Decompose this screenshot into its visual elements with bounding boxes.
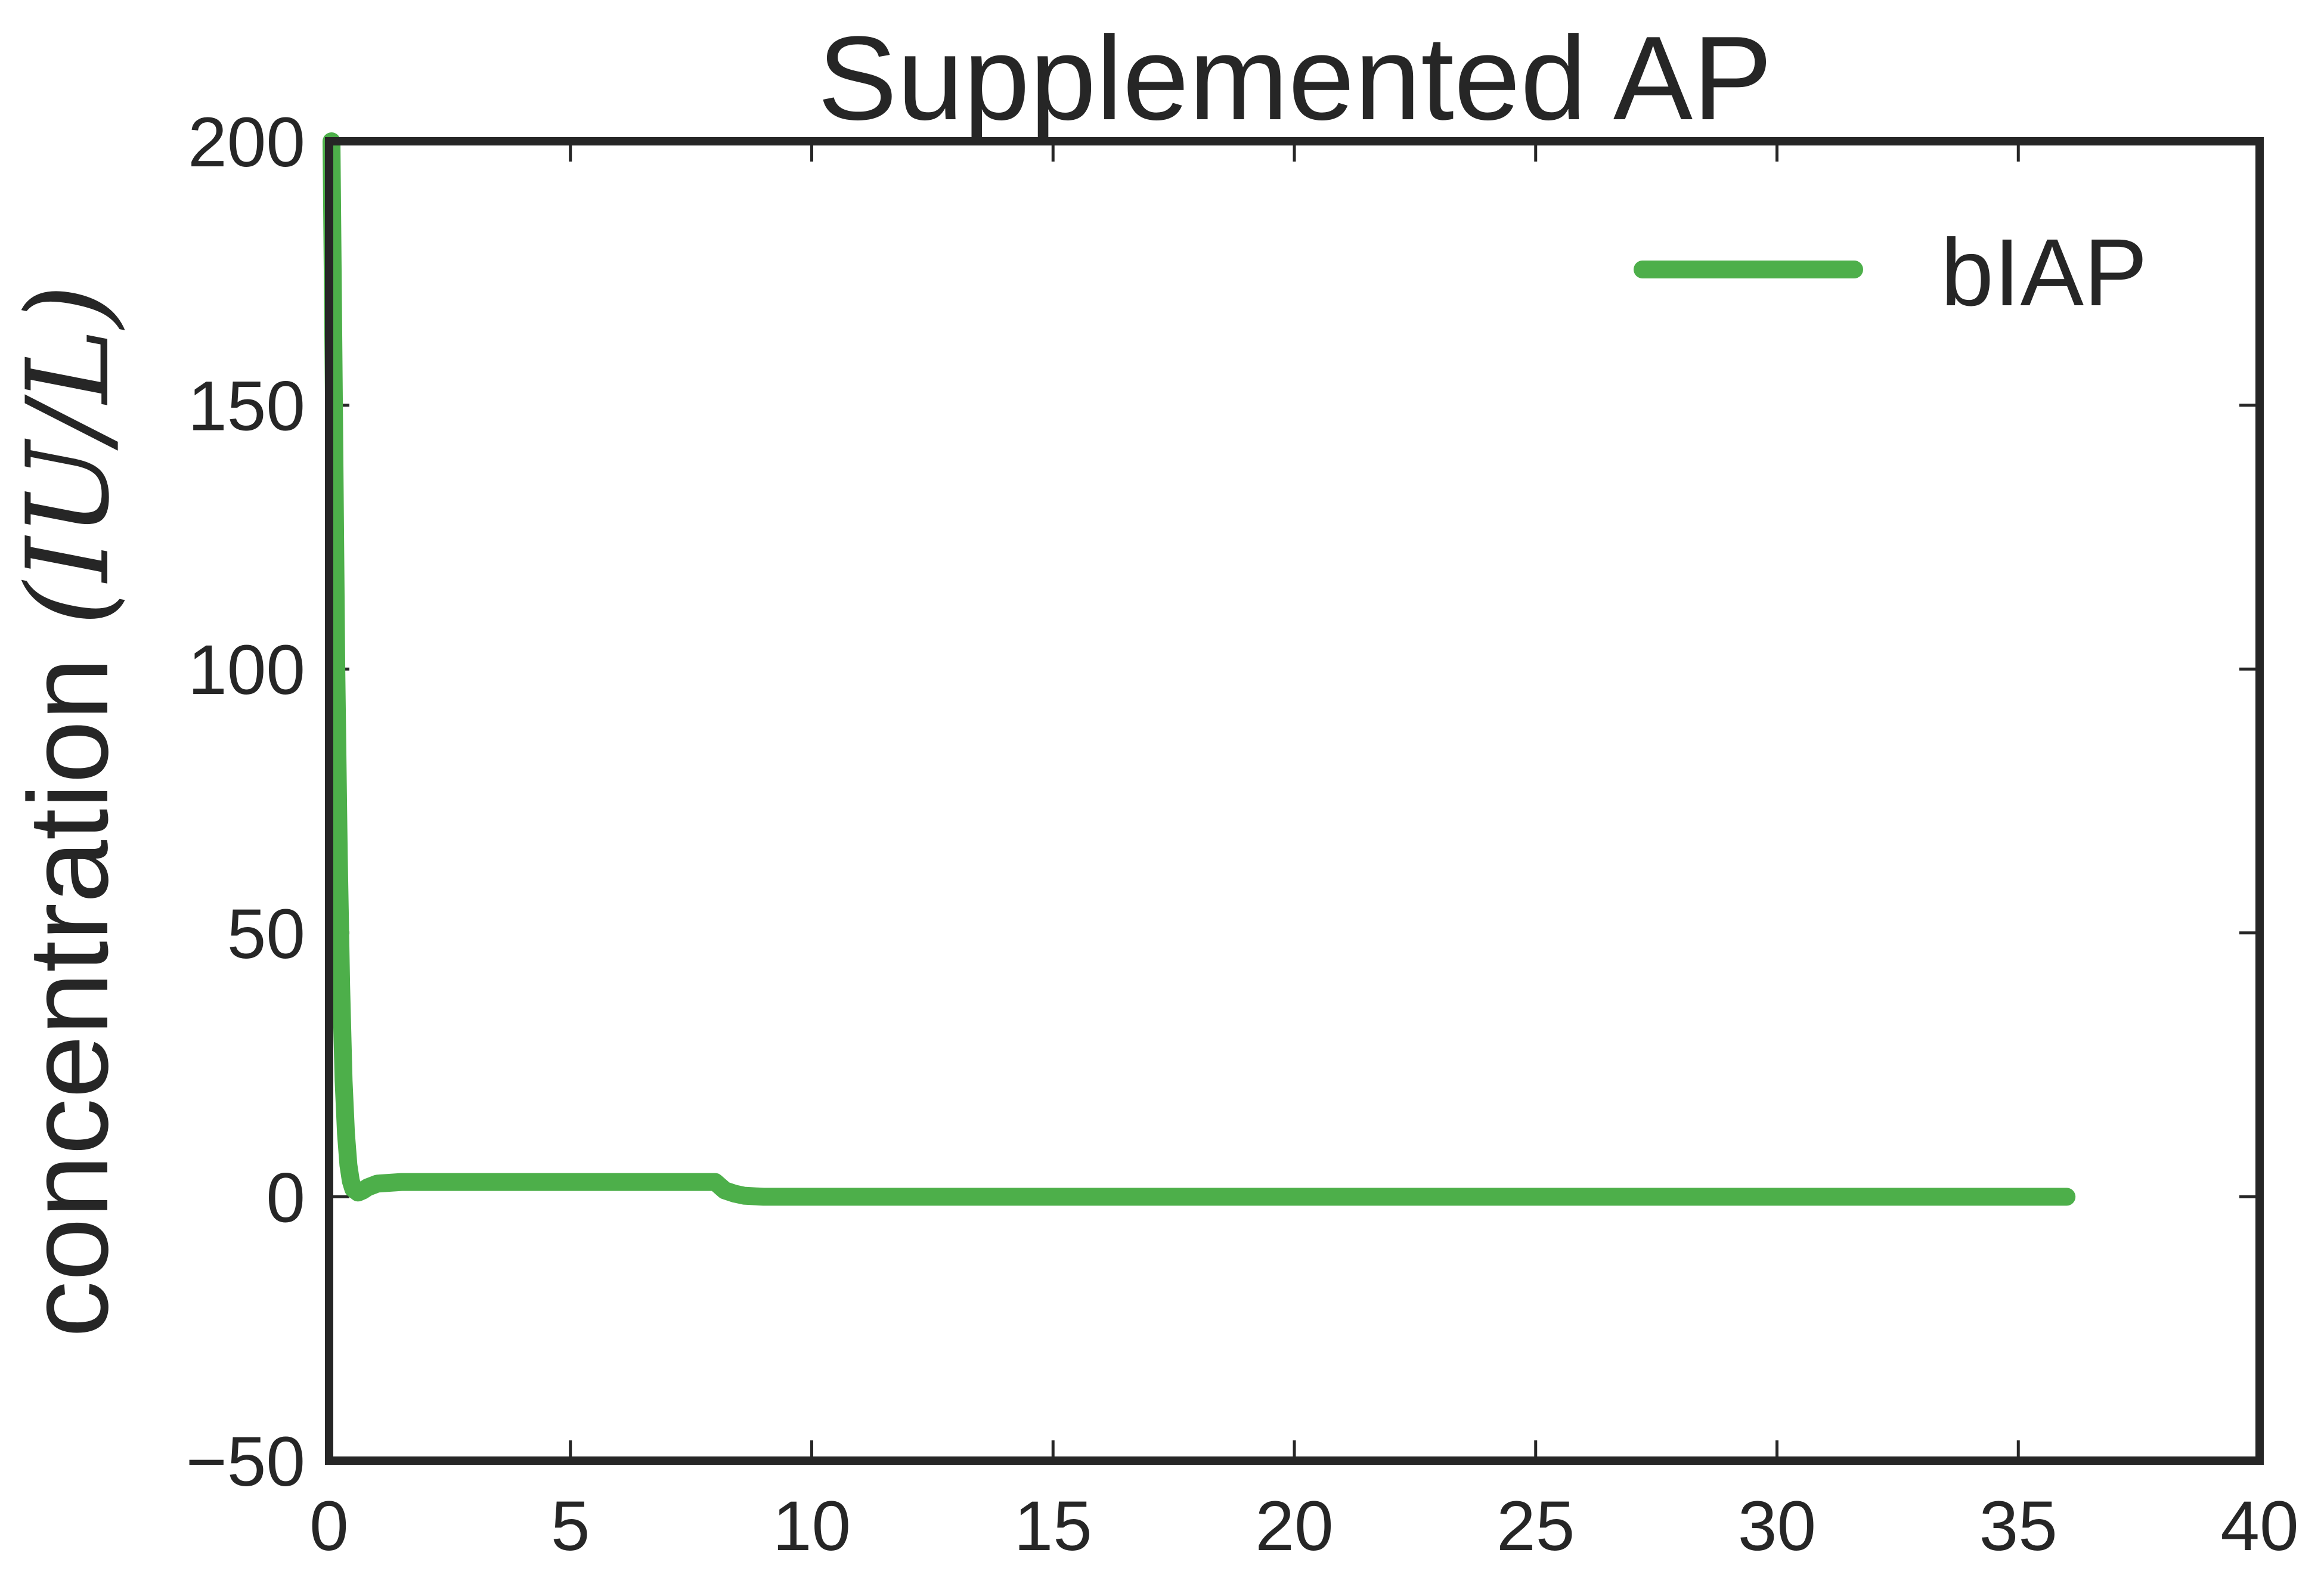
- x-tick-label: 0: [309, 1487, 349, 1566]
- x-tick-label: 20: [1255, 1487, 1333, 1566]
- plot-frame: [325, 137, 2264, 1465]
- x-tick-label: 5: [551, 1487, 590, 1566]
- legend-label-biap: bIAP: [1941, 219, 2148, 326]
- x-tick-label: 25: [1496, 1487, 1575, 1566]
- y-tick-label: 100: [188, 631, 305, 709]
- x-tick-label: 30: [1738, 1487, 1816, 1566]
- y-tick-label: 150: [188, 367, 305, 446]
- series-line-biap: [323, 132, 2076, 1206]
- y-tick-label: 200: [188, 103, 305, 182]
- y-tick-label: −50: [186, 1422, 305, 1501]
- x-tick-label: 15: [1014, 1487, 1092, 1566]
- axis-ticks: [327, 140, 2261, 1462]
- plot-series: [323, 132, 2076, 1206]
- x-tick-label: 40: [2220, 1487, 2298, 1566]
- legend: bIAP: [1634, 219, 2148, 326]
- y-tick-label: 0: [266, 1158, 305, 1237]
- y-axis-label: concentration (IU/L): [2, 284, 134, 1337]
- y-axis-label-text: concentration: [5, 626, 132, 1338]
- y-axis-label-units: (IU/L): [2, 284, 134, 626]
- x-tick-label: 35: [1979, 1487, 2057, 1566]
- y-tick-label: 50: [227, 895, 305, 974]
- x-tick-label: 10: [773, 1487, 851, 1566]
- chart-title: Supplemented AP: [817, 12, 1772, 145]
